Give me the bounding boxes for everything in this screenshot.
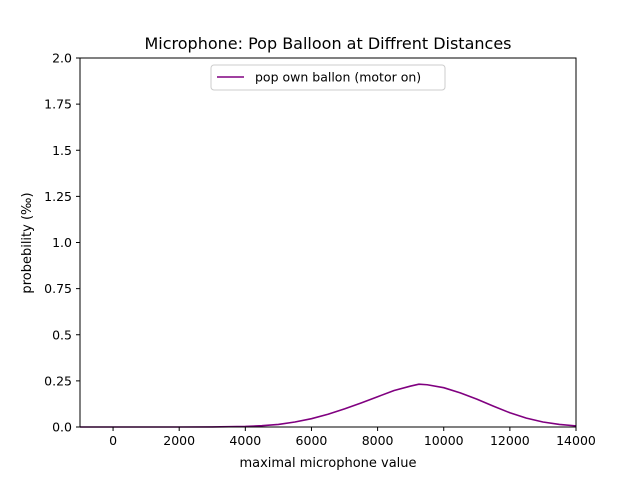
x-tick-label: 6000 [296,433,328,448]
x-tick-label: 10000 [424,433,464,448]
x-tick-label: 0 [109,433,117,448]
x-tick-label: 2000 [163,433,195,448]
x-tick-label: 4000 [229,433,261,448]
y-tick-label: 0.5 [52,327,72,342]
chart-title: Microphone: Pop Balloon at Diffrent Dist… [144,34,511,53]
y-tick-label: 1.75 [44,97,72,112]
x-tick-label: 14000 [556,433,596,448]
y-tick-label: 2.0 [52,51,72,66]
x-axis-label: maximal microphone value [239,456,416,471]
y-axis-label: probebility (‰) [20,192,35,293]
plot-area: 0 2000 4000 6000 8000 10000 12000 14000 0.0 0.25 0… [44,51,596,449]
legend-box [210,64,446,91]
x-tick-label: 8000 [362,433,394,448]
y-tick-label: 1.0 [52,235,72,250]
y-tick-label: 0.75 [44,281,72,296]
legend: pop own ballon (motor on) [210,64,446,91]
y-tick-label: 1.5 [52,143,72,158]
y-tick-label: 0.0 [52,420,72,435]
y-tick-label: 1.25 [44,189,72,204]
y-tick-label: 0.25 [44,373,72,388]
x-tick-label: 12000 [490,433,530,448]
legend-label: pop own ballon (motor on) [255,70,421,85]
